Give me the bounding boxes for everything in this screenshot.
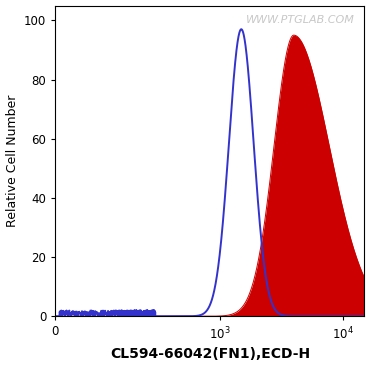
Y-axis label: Relative Cell Number: Relative Cell Number: [6, 95, 18, 227]
Text: WWW.PTGLAB.COM: WWW.PTGLAB.COM: [246, 15, 355, 25]
X-axis label: CL594-66042(FN1),ECD-H: CL594-66042(FN1),ECD-H: [110, 348, 310, 361]
